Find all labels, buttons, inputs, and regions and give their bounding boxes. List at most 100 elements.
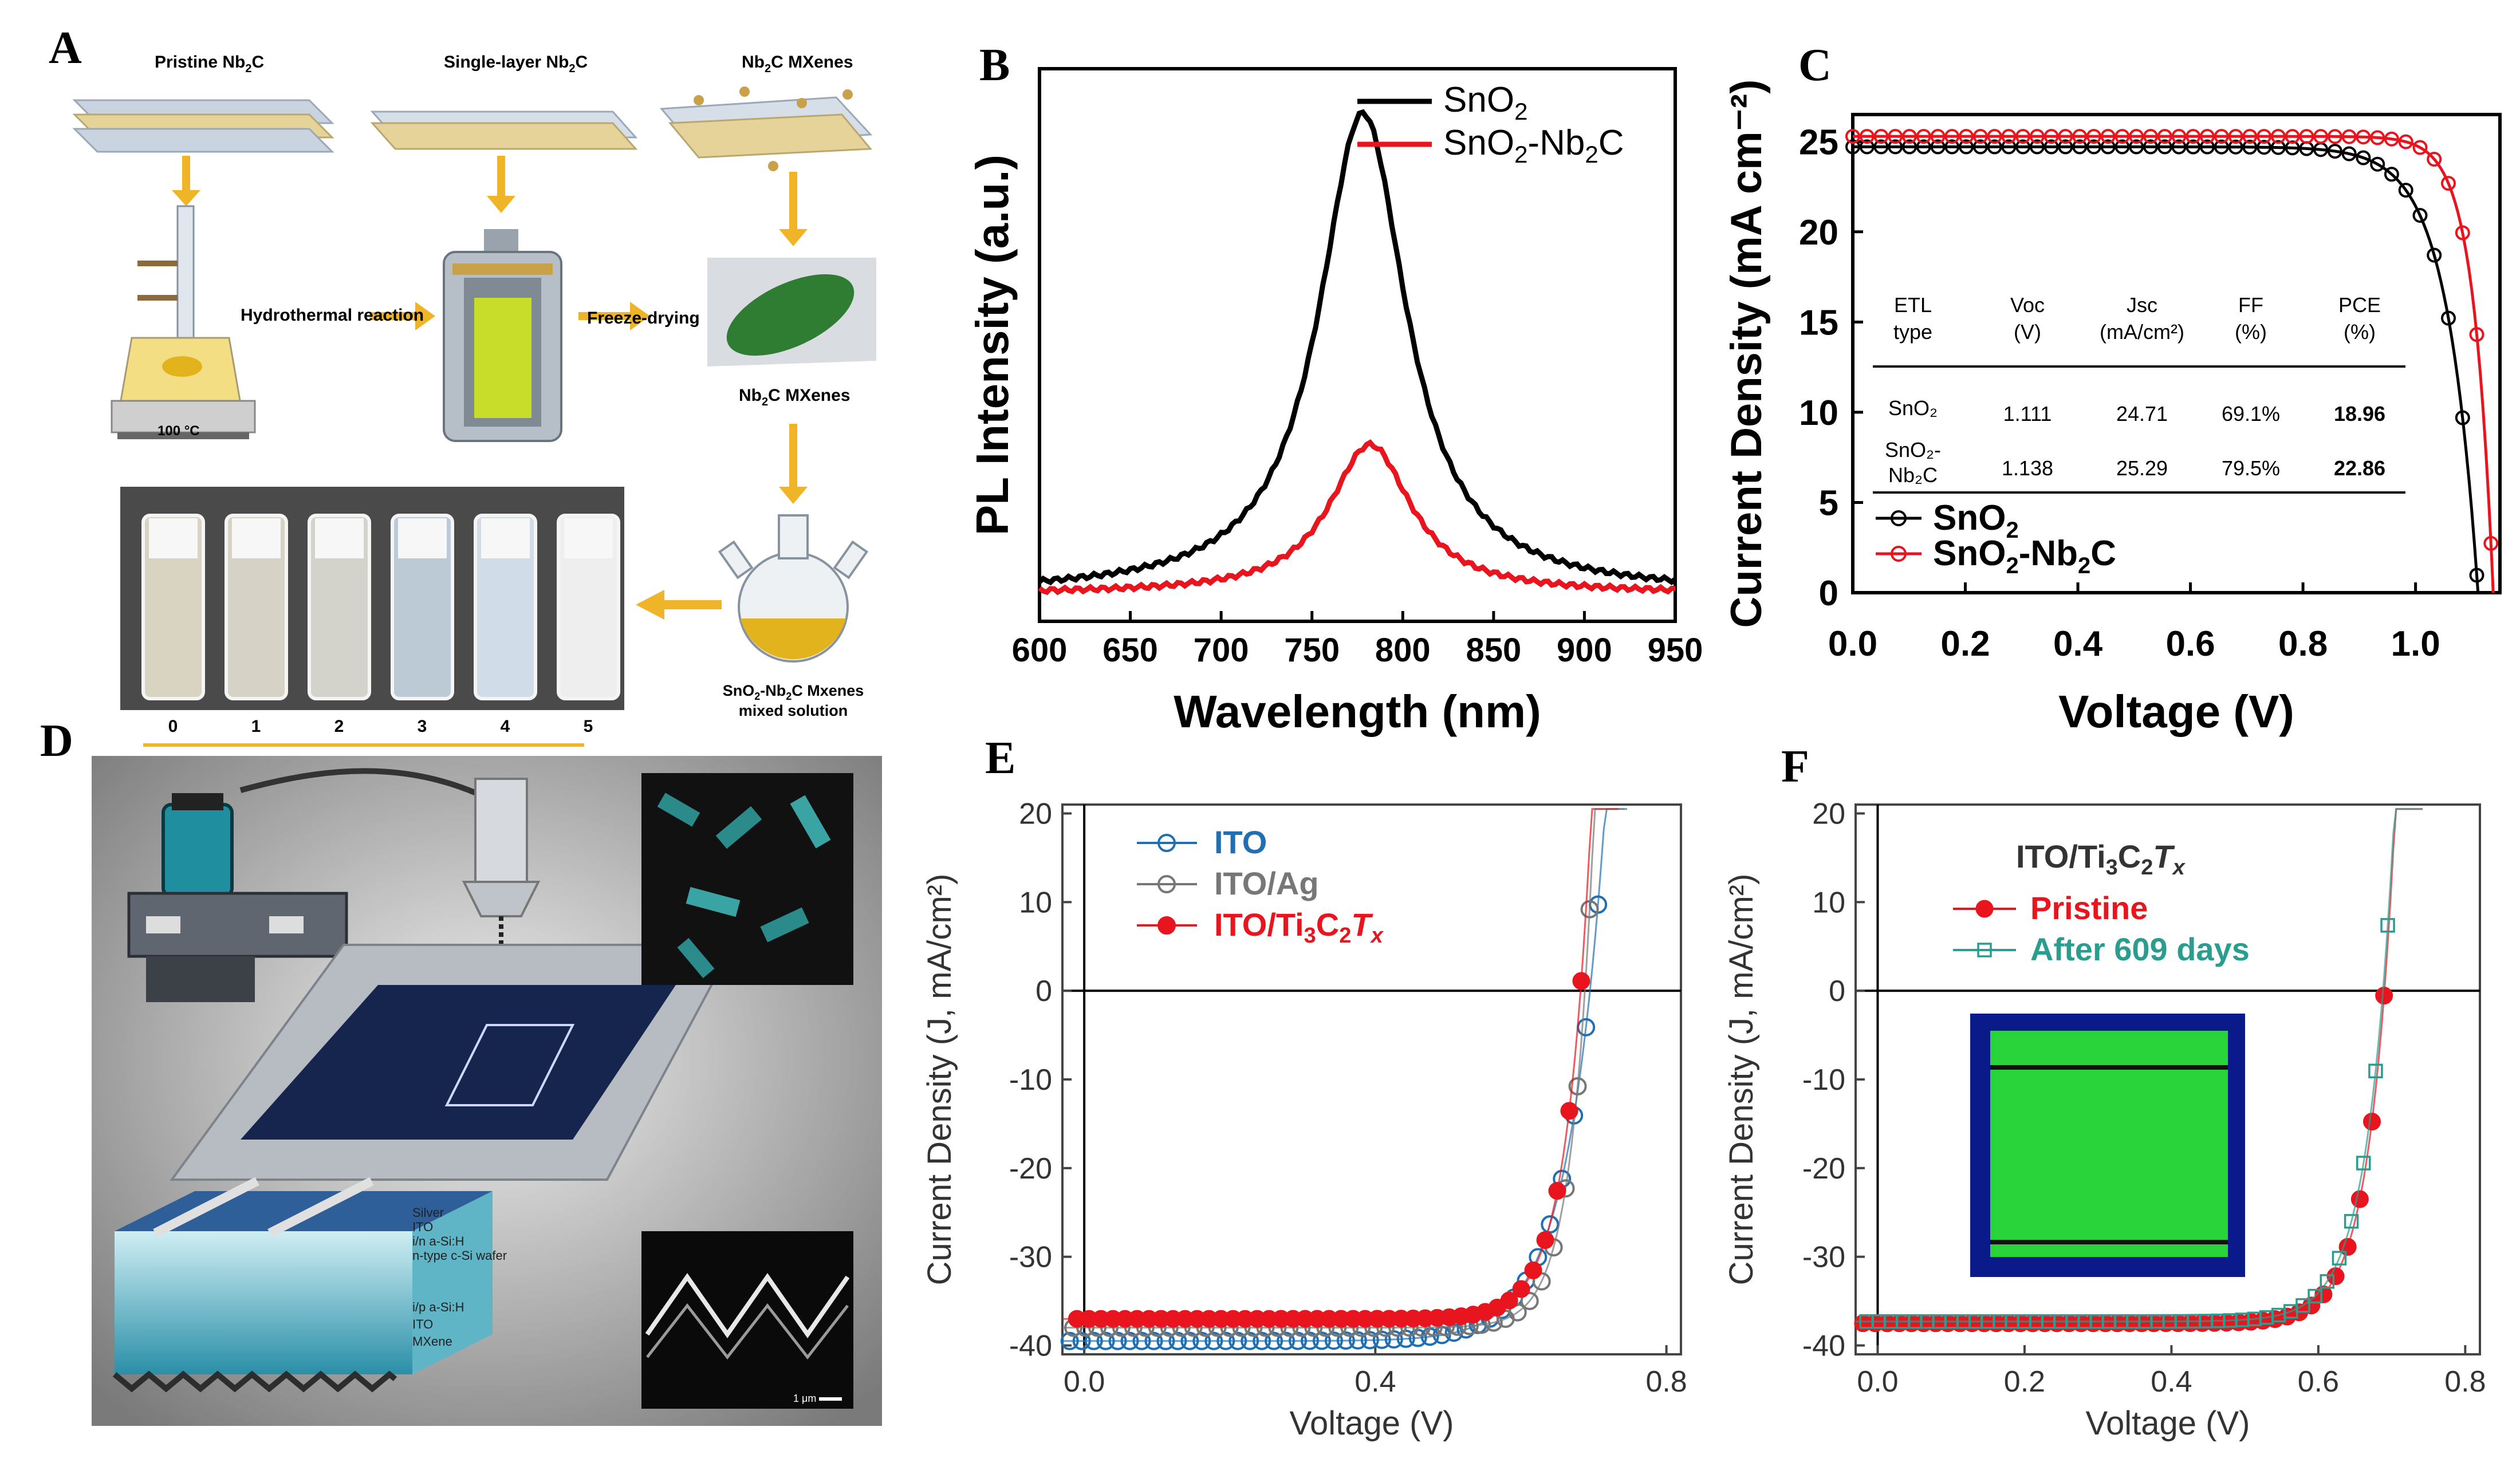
panel-f-letter: F [1781,742,1809,792]
legend-label: ITO/Ti3C2Tx [1214,907,1384,948]
inset-title: ITO/Ti3C2Tx [2016,838,2186,880]
layer-label: i/p a-Si:H [412,1300,464,1314]
table-cell: Nb₂C [1888,463,1938,487]
y-axis-label: Current Density (J, mA/cm²) [921,874,958,1286]
data-point [2257,140,2272,155]
data-point [2362,1113,2381,1131]
x-tick-label: 0.2 [1940,624,1990,664]
data-point [2143,139,2158,155]
data-point [1987,129,2002,144]
table-header: (V) [2014,320,2041,344]
y-tick-label: -40 [1009,1330,1052,1363]
table-cell: 79.5% [2222,456,2280,480]
x-tick-label: 900 [1557,632,1612,669]
data-point [1500,1291,1518,1310]
data-point [2285,129,2300,144]
data-point [2257,129,2272,144]
vial [141,514,205,700]
mixed-solution-label-2: mixed solution [739,702,848,719]
data-point [1873,139,1889,155]
data-point [1541,1215,1560,1234]
data-point [1108,1331,1127,1350]
layer-label: ITO [412,1220,433,1234]
data-point [1301,1331,1319,1350]
data-point [2441,310,2456,326]
data-point [1144,1331,1163,1350]
x-tick-label: 0.0 [1857,1365,1898,1398]
data-point [1348,1331,1367,1350]
data-point [2186,139,2201,155]
data-point [2356,150,2371,165]
data-point [2157,139,2172,155]
x-tick-label: 0.4 [2151,1365,2192,1398]
vial-cap [481,518,530,558]
data-point [1277,1331,1296,1350]
y-tick-label: -10 [1802,1063,1845,1097]
data-point [2332,1251,2347,1266]
legend-marker [1157,875,1176,893]
data-point [1072,1331,1091,1350]
data-point [2356,1156,2371,1170]
data-point [2455,225,2470,241]
data-point [1568,1077,1587,1095]
data-point [1512,1280,1530,1298]
autoclave-image [443,229,562,442]
data-point [2320,1274,2335,1289]
vial [474,514,537,700]
data-point [2001,129,2017,144]
mxene-flakes-image [659,86,873,171]
panel-e-letter: E [985,733,1015,783]
data-point [2157,129,2172,144]
table-cell: SnO₂ [1888,396,1938,420]
data-point [2398,134,2413,149]
data-point [2370,156,2385,172]
y-tick-label: 20 [1019,797,1052,830]
legend-label: ITO/Ag [1214,865,1319,901]
data-point [2398,183,2413,198]
x-tick-label: 0.6 [2298,1365,2339,1398]
y-tick-label: 10 [1812,886,1845,919]
y-tick-label: 25 [1799,123,1838,162]
data-point [2270,140,2286,155]
x-tick-label: 850 [1466,632,1521,669]
data-point [2469,567,2484,583]
data-point [1508,1303,1527,1322]
panel-d: D [40,716,882,1426]
table-cell: 69.1% [2222,402,2280,425]
table-cell: 25.29 [2116,456,2168,480]
vial-label: 2 [334,717,344,736]
data-point [2344,1214,2359,1229]
data-point [1096,1331,1115,1350]
data-point [1156,1331,1175,1350]
data-point [1902,139,1917,155]
series-line-SnO2-Nb2C [1038,439,1676,596]
legend-marker [1157,834,1176,852]
table-header: FF [2238,293,2263,317]
data-point [2242,139,2258,155]
freeze-drying-label: Freeze-drying [587,309,700,328]
table-header: ETL [1894,293,1932,317]
data-point [2441,176,2456,191]
data-point [2043,129,2059,144]
data-point [2171,139,2187,155]
data-point [1228,1331,1247,1350]
x-axis-label: Wavelength (nm) [1174,686,1541,737]
data-point [1132,1331,1151,1350]
data-point [2427,152,2442,167]
data-point [1265,1331,1283,1350]
x-tick-label: 950 [1648,632,1703,669]
table-header: (%) [2344,320,2376,344]
data-point [2341,129,2357,144]
plot-frame [1061,803,1682,1355]
data-point [1336,1331,1355,1350]
vial-cap [149,518,198,558]
table-cell: 1.111 [2003,402,2052,425]
flask-image [718,514,869,663]
y-tick-label: 5 [1819,483,1838,523]
data-point [2129,129,2144,144]
panel-a-letter: A [49,23,82,73]
data-point [2171,129,2187,144]
data-point [1845,129,1860,144]
data-point [1888,139,1903,155]
x-axis-label: Voltage (V) [2086,1405,2250,1442]
